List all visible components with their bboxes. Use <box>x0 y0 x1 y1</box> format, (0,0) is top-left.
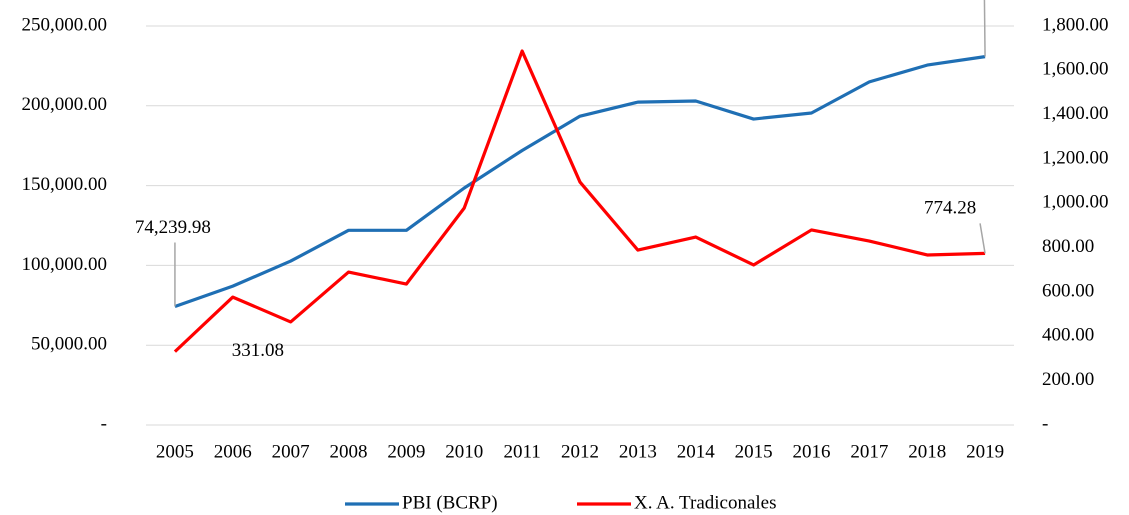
y-tick-label: 200,000.00 <box>22 94 108 115</box>
y2-tick-label: - <box>1042 413 1048 434</box>
data-label: 331.08 <box>232 340 284 361</box>
y2-tick-label: 400.00 <box>1042 325 1094 346</box>
x-tick-label: 2015 <box>735 441 773 462</box>
data-label: 74,239.98 <box>135 217 211 238</box>
x-tick-label: 2019 <box>966 441 1004 462</box>
x-tick-label: 2012 <box>561 441 599 462</box>
y2-tick-label: 1,400.00 <box>1042 103 1109 124</box>
y2-tick-label: 1,000.00 <box>1042 192 1109 213</box>
x-tick-label: 2007 <box>272 441 310 462</box>
y-tick-label: 250,000.00 <box>22 14 108 35</box>
x-tick-label: 2014 <box>677 441 716 462</box>
x-tick-label: 2013 <box>619 441 657 462</box>
series-line <box>173 49 986 353</box>
y2-tick-label: 1,800.00 <box>1042 14 1109 35</box>
y-tick-label: 50,000.00 <box>31 334 107 355</box>
leader-line <box>983 0 986 57</box>
y-tick-label: - <box>101 413 107 434</box>
legend-label: PBI (BCRP) <box>402 492 498 513</box>
x-tick-label: 2010 <box>445 441 483 462</box>
x-tick-label: 2018 <box>908 441 946 462</box>
y-tick-label: 150,000.00 <box>22 174 108 195</box>
x-tick-label: 2008 <box>330 441 368 462</box>
x-tick-label: 2009 <box>387 441 425 462</box>
x-tick-label: 2016 <box>792 441 830 462</box>
leader-line <box>979 223 986 254</box>
y-tick-label: 100,000.00 <box>22 254 108 275</box>
x-tick-label: 2017 <box>850 441 888 462</box>
y2-tick-label: 600.00 <box>1042 280 1094 301</box>
y2-tick-label: 200.00 <box>1042 369 1094 390</box>
y2-tick-label: 1,600.00 <box>1042 59 1109 80</box>
y2-tick-label: 800.00 <box>1042 236 1094 257</box>
x-tick-label: 2005 <box>156 441 194 462</box>
data-label: 774.28 <box>924 198 976 219</box>
y2-tick-label: 1,200.00 <box>1042 147 1109 168</box>
legend-label: X. A. Tradiconales <box>634 492 777 513</box>
x-tick-label: 2011 <box>503 441 540 462</box>
x-tick-label: 2006 <box>214 441 252 462</box>
series-line <box>174 55 986 309</box>
